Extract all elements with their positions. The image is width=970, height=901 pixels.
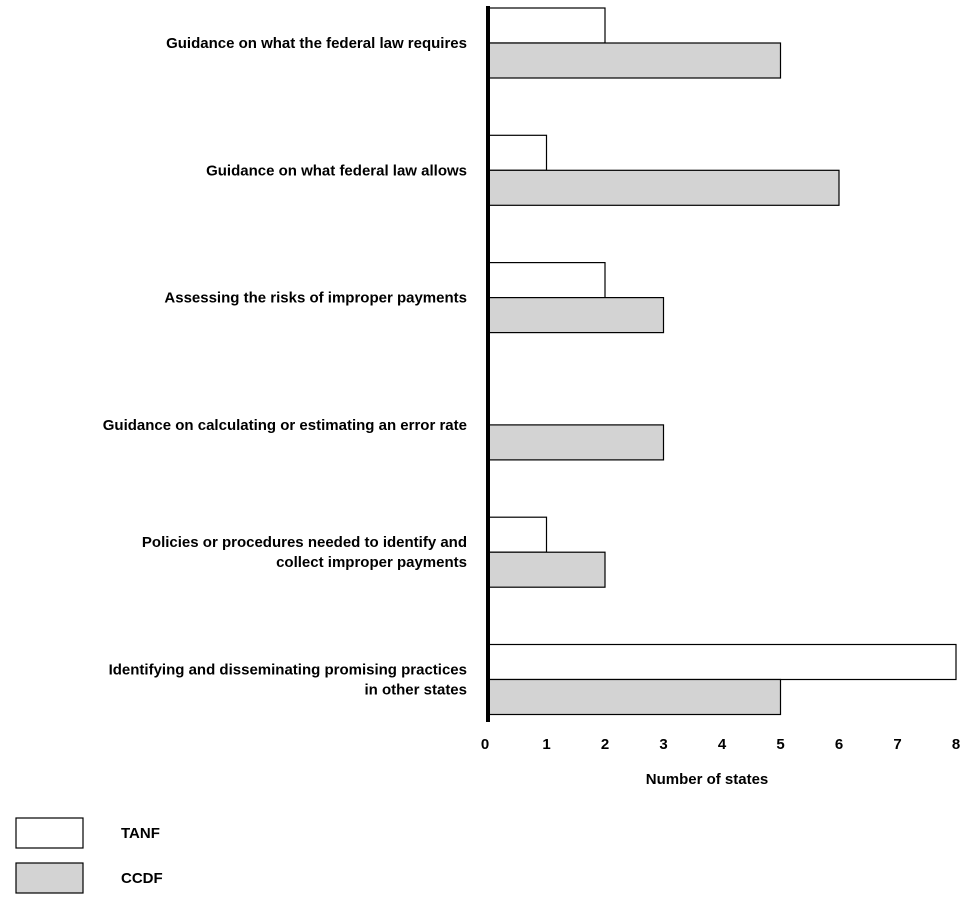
legend-label-tanf: TANF bbox=[121, 825, 160, 842]
legend-swatch-ccdf bbox=[15, 862, 84, 894]
category-label: Guidance on calculating or estimating an… bbox=[103, 417, 467, 434]
x-tick-label: 7 bbox=[893, 736, 901, 753]
category-label: Guidance on what the federal law require… bbox=[166, 35, 467, 52]
legend-label-ccdf: CCDF bbox=[121, 870, 163, 887]
category-label: Identifying and disseminating promising … bbox=[109, 662, 467, 679]
x-tick-label: 5 bbox=[776, 736, 784, 753]
bar-ccdf bbox=[487, 424, 665, 461]
x-tick-label: 4 bbox=[718, 736, 727, 753]
x-tick-label: 8 bbox=[952, 736, 960, 753]
x-tick-label: 3 bbox=[659, 736, 667, 753]
bar-ccdf bbox=[487, 297, 665, 334]
legend-swatch-tanf bbox=[15, 817, 84, 849]
category-label: Policies or procedures needed to identif… bbox=[142, 534, 467, 551]
category-label: in other states bbox=[364, 682, 467, 699]
bar-tanf bbox=[487, 7, 606, 44]
category-label: Guidance on what federal law allows bbox=[206, 162, 467, 179]
x-tick-label: 0 bbox=[481, 736, 489, 753]
bar-ccdf bbox=[487, 42, 782, 79]
category-labels: Guidance on what the federal law require… bbox=[103, 35, 467, 699]
bar-ccdf bbox=[487, 678, 782, 716]
category-label: collect improper payments bbox=[276, 554, 467, 571]
bars bbox=[487, 7, 957, 716]
bar-tanf bbox=[487, 134, 548, 171]
x-axis-title: Number of states bbox=[646, 771, 769, 788]
bar-ccdf bbox=[487, 551, 606, 588]
x-tick-label: 6 bbox=[835, 736, 843, 753]
bar-tanf bbox=[487, 643, 957, 681]
category-label: Assessing the risks of improper payments bbox=[164, 290, 467, 307]
x-axis: 0 1 2 3 4 5 6 7 8 Number of states bbox=[481, 6, 960, 788]
bar-tanf bbox=[487, 262, 606, 299]
bar-ccdf bbox=[487, 169, 840, 206]
legend: TANF CCDF bbox=[15, 817, 163, 894]
bar-tanf bbox=[487, 516, 548, 553]
x-tick-label: 2 bbox=[601, 736, 609, 753]
x-tick-label: 1 bbox=[542, 736, 550, 753]
